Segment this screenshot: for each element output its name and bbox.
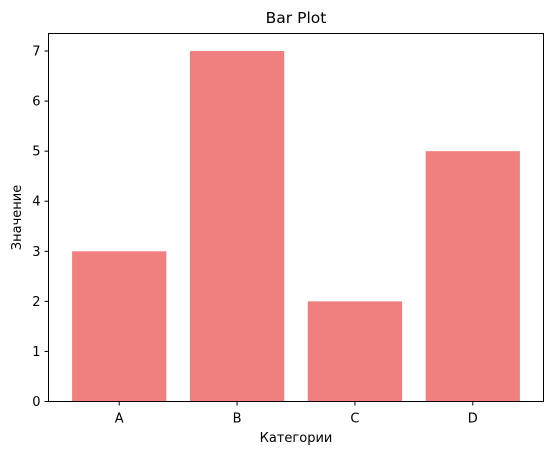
- y-tick-label: 6: [32, 95, 40, 110]
- y-axis-ticks: 0 1 2 3 4 5 6 7: [32, 45, 49, 410]
- y-tick-label: 7: [32, 45, 40, 60]
- bar-B: [189, 51, 285, 402]
- y-tick-label: 4: [32, 195, 40, 210]
- y-tick-label: 1: [32, 345, 40, 360]
- y-tick-label: 2: [32, 295, 40, 310]
- bar-A: [72, 251, 167, 402]
- bars: [72, 51, 520, 402]
- x-axis-label: Категории: [260, 431, 333, 446]
- y-tick-label: 0: [32, 395, 40, 410]
- y-tick-label: 3: [32, 245, 40, 260]
- x-tick-label-D: D: [468, 412, 478, 427]
- bar-C: [307, 301, 403, 402]
- y-tick-label: 5: [32, 145, 40, 160]
- plot-frame: [48, 33, 544, 402]
- x-tick-label-C: C: [350, 412, 359, 427]
- x-tick-label-B: B: [233, 412, 242, 427]
- y-axis-label: Значение: [10, 185, 25, 250]
- chart-title: Bar Plot: [266, 9, 327, 27]
- x-axis-ticks: A B C D: [115, 401, 478, 427]
- bar-D: [425, 151, 520, 402]
- x-tick-label-A: A: [115, 412, 124, 427]
